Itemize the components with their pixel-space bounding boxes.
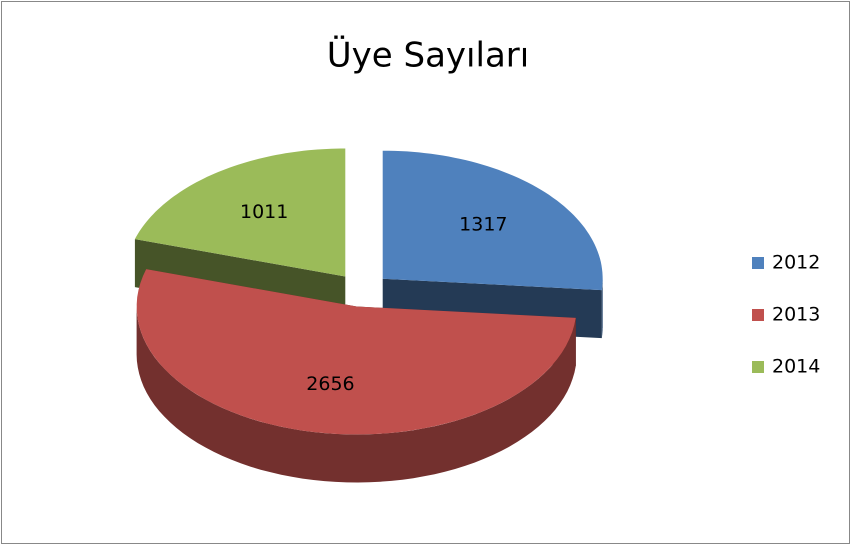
legend-label: 2012 [772,252,820,274]
slice-top [382,150,603,291]
slice-wall [601,278,603,339]
chart-title: Üye Sayıları [327,35,529,76]
legend-swatch [752,257,764,269]
legend-swatch [752,309,764,321]
data-label: 1317 [459,214,507,236]
data-label: 1011 [240,201,288,223]
data-label: 2656 [306,373,354,395]
slice-top [136,269,576,435]
slice-top [134,148,346,277]
legend-swatch [752,361,764,373]
slice-wall [136,306,576,483]
pie-slice [136,269,576,483]
legend-label: 2014 [772,356,820,378]
legend-label: 2013 [772,304,820,326]
